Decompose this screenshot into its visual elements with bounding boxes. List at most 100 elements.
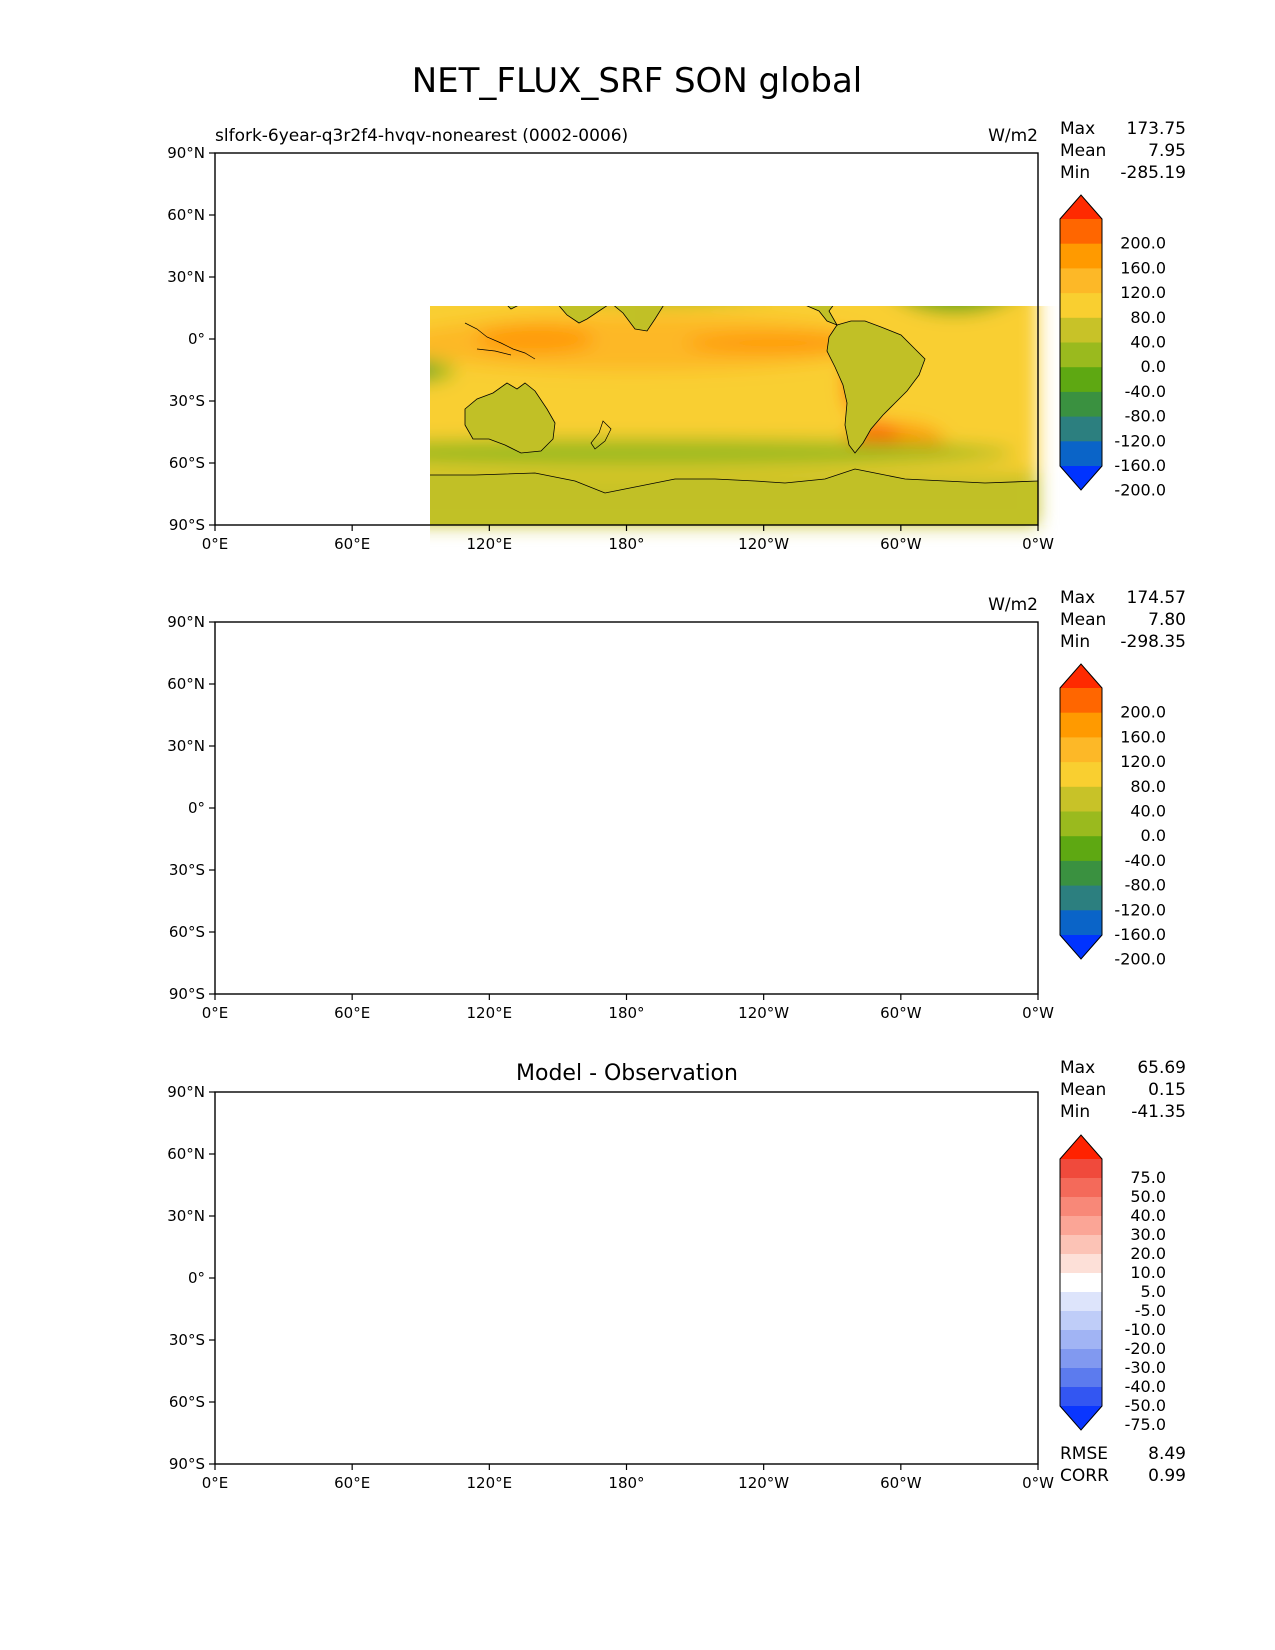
colorbar-label: -20.0 bbox=[1125, 1339, 1166, 1358]
lon-tick-label: 0°W bbox=[1022, 1004, 1054, 1022]
lon-tick-label: 120°E bbox=[467, 1474, 513, 1492]
colorbar-segment bbox=[1060, 268, 1102, 294]
colorbar-outline bbox=[1059, 1134, 1103, 1431]
colorbar-segment bbox=[1060, 885, 1102, 911]
colorbar-label: -40.0 bbox=[1125, 382, 1166, 401]
colorbar-segment bbox=[1060, 910, 1102, 936]
colorbar-segment bbox=[1060, 860, 1102, 887]
colorbar-extend-max bbox=[1060, 1135, 1102, 1159]
map-frame bbox=[214, 621, 1039, 995]
colorbar-segment bbox=[1060, 811, 1102, 837]
colorbar-label: 80.0 bbox=[1130, 777, 1166, 796]
colorbar-label: -160.0 bbox=[1114, 456, 1166, 475]
stat-value: 65.69 bbox=[1137, 1058, 1186, 1078]
lon-tick-label: 180° bbox=[608, 1474, 644, 1492]
colorbar-segment bbox=[1060, 317, 1102, 343]
colorbar-segment bbox=[1060, 762, 1102, 788]
metric-label: CORR bbox=[1060, 1466, 1109, 1486]
colorbar-label: -80.0 bbox=[1125, 407, 1166, 426]
colorbar-label: 40.0 bbox=[1130, 1206, 1166, 1225]
metric-label: RMSE bbox=[1060, 1444, 1108, 1464]
lat-tick-label: 60°S bbox=[169, 1393, 205, 1411]
colorbar-segment bbox=[1060, 1235, 1102, 1255]
lon-tick-label: 0°W bbox=[1022, 1474, 1054, 1492]
lat-tick-label: 90°S bbox=[169, 985, 205, 1003]
colorbar-extend-min bbox=[1060, 1406, 1102, 1430]
lon-tick-label: 120°W bbox=[738, 1474, 789, 1492]
panel-2: W/m2 Max 174.57 Mean 7.80 Min -298.35 90… bbox=[167, 588, 1186, 1022]
colorbar-segment bbox=[1060, 786, 1102, 812]
lon-tick-label: 60°E bbox=[334, 535, 370, 553]
colorbar-segment bbox=[1060, 441, 1102, 467]
stat-label: Max bbox=[1060, 119, 1095, 139]
colorbar-segment bbox=[1060, 391, 1102, 418]
panel-units: W/m2 bbox=[988, 126, 1038, 146]
colorbar-label: -80.0 bbox=[1125, 876, 1166, 895]
colorbar-label: -120.0 bbox=[1114, 900, 1166, 919]
lon-tick-label: 120°W bbox=[738, 1004, 789, 1022]
colorbar-label: 0.0 bbox=[1141, 357, 1166, 376]
panel-stats: Max 173.75 Mean 7.95 Min -285.19 bbox=[1060, 119, 1186, 183]
stat-label: Max bbox=[1060, 1058, 1095, 1078]
colorbar-label: 30.0 bbox=[1130, 1225, 1166, 1244]
panel-units: W/m2 bbox=[988, 595, 1038, 615]
lat-tick-label: 60°N bbox=[167, 1145, 205, 1163]
lon-tick-label: 60°W bbox=[880, 535, 922, 553]
metric-value: 8.49 bbox=[1148, 1444, 1186, 1464]
colorbar-label: 10.0 bbox=[1130, 1263, 1166, 1282]
lat-tick-label: 90°N bbox=[167, 613, 205, 631]
colorbar: 200.0 160.0 120.0 80.0 40.0 0.0 -40.0 -80.0 -120… bbox=[1059, 194, 1166, 500]
lat-tick-label: 30°N bbox=[167, 737, 205, 755]
colorbar-segment bbox=[1060, 416, 1102, 442]
lon-tick-label: 0°E bbox=[202, 1474, 229, 1492]
lon-tick-label: 60°E bbox=[334, 1004, 370, 1022]
colorbar-label: -160.0 bbox=[1114, 925, 1166, 944]
lon-tick-label: 180° bbox=[608, 535, 644, 553]
colorbar-segment bbox=[1060, 836, 1102, 862]
panel-stats: Max 174.57 Mean 7.80 Min -298.35 bbox=[1060, 588, 1186, 652]
lat-tick-label: 0° bbox=[188, 799, 205, 817]
colorbar-segment bbox=[1060, 342, 1102, 368]
lon-tick-label: 0°E bbox=[202, 1004, 229, 1022]
panel-center-title: Model - Observation bbox=[516, 1061, 738, 1086]
colorbar-label: -75.0 bbox=[1125, 1415, 1166, 1434]
colorbar-segment bbox=[1060, 1368, 1102, 1388]
colorbar: 75.050.040.030.020.010.05.0-5.0-10.0-20.… bbox=[1059, 1134, 1166, 1434]
lon-tick-label: 120°W bbox=[738, 535, 789, 553]
colorbar-extend-max bbox=[1060, 195, 1102, 219]
colorbar-segment bbox=[1060, 1254, 1102, 1274]
colorbar-label: -40.0 bbox=[1125, 1377, 1166, 1396]
panel-metrics: RMSE 8.49 CORR 0.99 bbox=[1060, 1444, 1186, 1486]
colorbar-label: 120.0 bbox=[1120, 283, 1166, 302]
colorbar-segment bbox=[1060, 1387, 1102, 1407]
colorbar-label: 5.0 bbox=[1141, 1282, 1166, 1301]
colorbar-segment bbox=[1060, 1159, 1102, 1179]
lat-tick-label: 90°S bbox=[169, 1455, 205, 1473]
stat-label: Min bbox=[1060, 1102, 1090, 1122]
stat-label: Mean bbox=[1060, 141, 1106, 161]
colorbar-segment bbox=[1060, 1292, 1102, 1312]
colorbar-label: 200.0 bbox=[1120, 703, 1166, 722]
colorbar-segment bbox=[1060, 737, 1102, 763]
stat-label: Mean bbox=[1060, 1080, 1106, 1100]
colorbar-label: -200.0 bbox=[1114, 950, 1166, 969]
lon-tick-label: 120°E bbox=[467, 1004, 513, 1022]
colorbar-label: 160.0 bbox=[1120, 727, 1166, 746]
stat-value: -298.35 bbox=[1120, 632, 1186, 652]
lat-tick-label: 30°S bbox=[169, 1331, 205, 1349]
colorbar-label: 120.0 bbox=[1120, 752, 1166, 771]
colorbar-outline bbox=[1059, 194, 1103, 491]
colorbar-label: -40.0 bbox=[1125, 851, 1166, 870]
lat-tick-label: 60°N bbox=[167, 675, 205, 693]
colorbar-segment bbox=[1060, 293, 1102, 319]
map-frame bbox=[214, 1091, 1039, 1465]
colorbar-label: 50.0 bbox=[1130, 1187, 1166, 1206]
lon-tick-label: 60°W bbox=[880, 1004, 922, 1022]
colorbar-segment bbox=[1060, 243, 1102, 269]
colorbar-segment bbox=[1060, 712, 1102, 738]
lat-tick-label: 60°N bbox=[167, 206, 205, 224]
lon-tick-label: 0°W bbox=[1022, 535, 1054, 553]
stat-label: Mean bbox=[1060, 610, 1106, 630]
lat-tick-label: 90°S bbox=[169, 516, 205, 534]
panel-3: Model - Observation Max 65.69 Mean 0.15 … bbox=[167, 1058, 1186, 1492]
